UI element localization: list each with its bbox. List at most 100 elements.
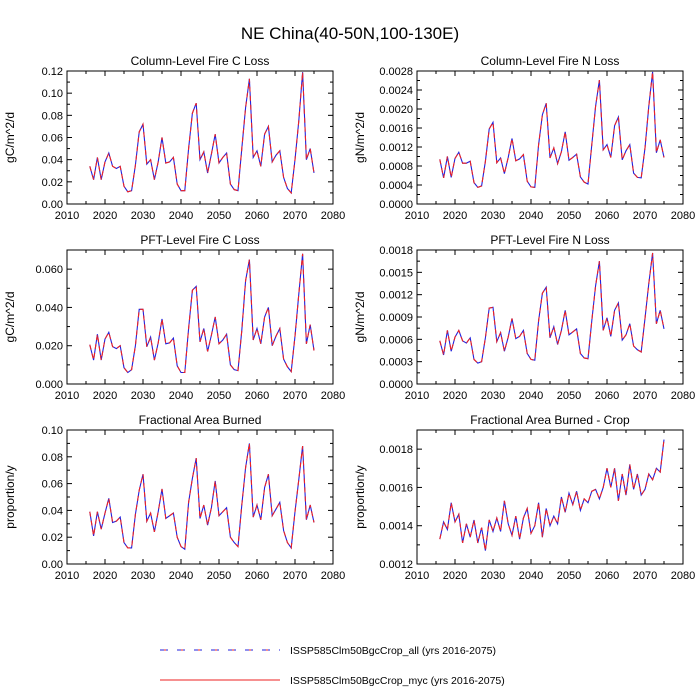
plot-frame (66, 70, 334, 205)
series-line-myc (439, 439, 665, 551)
y-tick-label: 0.00 (42, 559, 63, 571)
series-line-all (439, 439, 665, 551)
y-tick-label: 0.0016 (379, 482, 413, 494)
x-tick-label: 2070 (283, 390, 307, 402)
x-tick-label: 2010 (55, 390, 79, 402)
y-tick-label: 0.0006 (379, 334, 413, 346)
x-tick-label: 2040 (169, 570, 193, 582)
y-axis-label: gN/m^2/d (353, 112, 367, 163)
x-tick-label: 2010 (55, 570, 79, 582)
panel-6: Fractional Area Burned - Crop proportion/… (353, 413, 695, 582)
y-tick-label: 0.0012 (379, 290, 413, 302)
x-tick-label: 2060 (245, 210, 269, 222)
x-tick-label: 2080 (321, 390, 345, 402)
panel-4: PFT-Level Fire N Loss gN/m^2/d 2010 2020 203… (353, 233, 695, 402)
y-tick-label: 0.0000 (379, 379, 413, 391)
y-tick-label: 0.0008 (379, 161, 413, 173)
panel-title: Fractional Area Burned (139, 413, 262, 427)
x-tick-label: 2040 (519, 570, 543, 582)
x-tick-label: 2010 (405, 390, 429, 402)
panel-title: Fractional Area Burned - Crop (470, 413, 630, 427)
panel-1: Column-Level Fire C Loss gC/m^2/d 2010 2020… (3, 54, 345, 222)
y-tick-label: 0.0012 (379, 559, 413, 571)
series-line-all (439, 252, 665, 364)
y-tick-label: 0.04 (42, 505, 63, 517)
y-tick-label: 0.10 (42, 88, 63, 100)
legend-label-all: ISSP585Clm50BgcCrop_all (yrs 2016-2075) (290, 645, 496, 657)
panels: Column-Level Fire C Loss gC/m^2/d 2010 2020… (3, 54, 695, 582)
x-tick-label: 2020 (443, 570, 467, 582)
series-line-all (89, 443, 315, 551)
legend: ISSP585Clm50BgcCrop_all (yrs 2016-2075) … (160, 645, 505, 687)
y-tick-label: 0.0003 (379, 357, 413, 369)
series-line-myc (89, 72, 315, 195)
x-tick-label: 2020 (93, 390, 117, 402)
x-tick-label: 2050 (207, 390, 231, 402)
y-axis-label: gN/m^2/d (353, 292, 367, 343)
y-tick-label: 0.000 (35, 379, 63, 391)
series-line-myc (89, 253, 315, 374)
x-tick-label: 2020 (93, 210, 117, 222)
y-tick-label: 0.06 (42, 479, 63, 491)
y-tick-label: 0.0018 (379, 245, 413, 257)
y-axis-label: gC/m^2/d (3, 292, 17, 343)
plot-frame (416, 249, 684, 385)
x-tick-label: 2020 (443, 210, 467, 222)
y-tick-label: 0.02 (42, 177, 63, 189)
x-tick-label: 2070 (633, 210, 657, 222)
x-tick-label: 2060 (595, 570, 619, 582)
y-tick-label: 0.00 (42, 199, 63, 211)
panel-title: Column-Level Fire C Loss (131, 54, 270, 68)
x-tick-label: 2050 (207, 210, 231, 222)
y-tick-label: 0.040 (35, 302, 63, 314)
panel-title: PFT-Level Fire C Loss (140, 233, 259, 247)
x-tick-label: 2070 (283, 210, 307, 222)
panel-3: PFT-Level Fire C Loss gC/m^2/d 2010 2020 203… (3, 233, 345, 402)
x-tick-label: 2060 (245, 570, 269, 582)
x-tick-label: 2030 (481, 570, 505, 582)
x-tick-label: 2080 (671, 570, 695, 582)
y-tick-label: 0.08 (42, 110, 63, 122)
y-tick-label: 0.10 (42, 425, 63, 437)
x-tick-label: 2030 (481, 210, 505, 222)
x-tick-label: 2080 (321, 570, 345, 582)
plot-frame (66, 429, 334, 565)
y-tick-label: 0.0016 (379, 123, 413, 135)
series-line-myc (89, 443, 315, 551)
x-tick-label: 2020 (443, 390, 467, 402)
legend-label-myc: ISSP585Clm50BgcCrop_myc (yrs 2016-2075) (290, 675, 505, 687)
x-tick-label: 2020 (93, 570, 117, 582)
x-tick-label: 2030 (131, 210, 155, 222)
y-tick-label: 0.0009 (379, 312, 413, 324)
x-tick-label: 2010 (55, 210, 79, 222)
y-tick-label: 0.0024 (379, 85, 413, 97)
panel-title: Column-Level Fire N Loss (481, 54, 620, 68)
y-tick-label: 0.0015 (379, 267, 413, 279)
x-tick-label: 2070 (283, 570, 307, 582)
y-axis-label: gC/m^2/d (3, 112, 17, 163)
series-line-all (89, 253, 315, 374)
y-tick-label: 0.0018 (379, 444, 413, 456)
x-tick-label: 2010 (405, 570, 429, 582)
y-tick-label: 0.020 (35, 341, 63, 353)
x-tick-label: 2030 (131, 570, 155, 582)
y-tick-label: 0.0014 (379, 521, 413, 533)
y-tick-label: 0.06 (42, 133, 63, 145)
y-tick-label: 0.04 (42, 155, 63, 167)
x-tick-label: 2050 (557, 570, 581, 582)
x-tick-label: 2030 (131, 390, 155, 402)
x-tick-label: 2040 (169, 210, 193, 222)
series-line-myc (439, 252, 665, 364)
x-tick-label: 2010 (405, 210, 429, 222)
x-tick-label: 2040 (169, 390, 193, 402)
x-tick-label: 2080 (671, 210, 695, 222)
x-tick-label: 2040 (519, 210, 543, 222)
y-tick-label: 0.0012 (379, 142, 413, 154)
x-tick-label: 2070 (633, 390, 657, 402)
y-tick-label: 0.0028 (379, 66, 413, 78)
figure-title: NE China(40-50N,100-130E) (241, 24, 459, 43)
x-tick-label: 2060 (595, 210, 619, 222)
series-line-myc (439, 71, 665, 189)
x-tick-label: 2060 (595, 390, 619, 402)
x-tick-label: 2050 (207, 570, 231, 582)
